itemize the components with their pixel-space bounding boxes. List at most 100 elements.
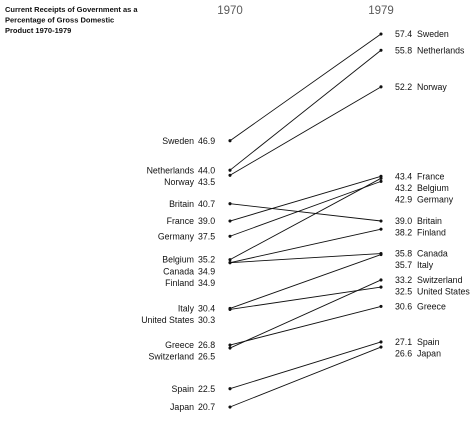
right-value-label-spain: 27.1 bbox=[395, 337, 412, 347]
slope-line-greece bbox=[229, 305, 382, 346]
left-country-label-france: France bbox=[167, 216, 194, 226]
slope-line-britain bbox=[229, 203, 382, 222]
slope-line-france bbox=[229, 175, 382, 222]
point-1970-japan bbox=[228, 405, 232, 409]
point-1979-united-states bbox=[379, 285, 383, 289]
right-value-label-japan: 26.6 bbox=[395, 349, 412, 359]
right-value-label-sweden: 57.4 bbox=[395, 29, 412, 39]
point-1970-belgium bbox=[228, 258, 232, 262]
slope-line-italy bbox=[229, 254, 382, 309]
point-1970-sweden bbox=[228, 139, 232, 143]
right-value-label-finland: 38.2 bbox=[395, 228, 412, 238]
point-1979-finland bbox=[379, 227, 383, 231]
right-value-label-netherlands: 55.8 bbox=[395, 45, 412, 55]
slope-line-norway bbox=[229, 86, 382, 176]
left-country-label-united-states: United States bbox=[141, 315, 194, 325]
right-country-label-netherlands: Netherlands bbox=[417, 45, 465, 55]
point-1970-norway bbox=[228, 173, 232, 177]
chart-title-line-2: Percentage of Gross Domestic bbox=[5, 16, 114, 25]
right-country-label-france: France bbox=[417, 171, 444, 181]
right-value-label-united-states: 32.5 bbox=[395, 287, 412, 297]
slope-lines bbox=[229, 33, 382, 408]
left-value-label-france: 39.0 bbox=[198, 216, 215, 226]
chart-title: Current Receipts of Government as a Perc… bbox=[5, 5, 138, 35]
left-country-label-sweden: Sweden bbox=[162, 136, 194, 146]
left-value-label-germany: 37.5 bbox=[198, 231, 215, 241]
right-value-label-greece: 30.6 bbox=[395, 301, 412, 311]
right-country-label-greece: Greece bbox=[417, 301, 446, 311]
point-1979-sweden bbox=[379, 32, 383, 36]
left-value-label-greece: 26.8 bbox=[198, 340, 215, 350]
slope-line-spain bbox=[229, 341, 382, 390]
left-country-label-finland: Finland bbox=[165, 278, 194, 288]
right-value-label-britain: 39.0 bbox=[395, 216, 412, 226]
slope-line-japan bbox=[229, 346, 382, 408]
x-label-1970: 1970 bbox=[217, 5, 243, 17]
left-country-label-netherlands: Netherlands bbox=[147, 165, 195, 175]
left-value-label-belgium: 35.2 bbox=[198, 255, 215, 265]
right-value-label-norway: 52.2 bbox=[395, 82, 412, 92]
point-1979-britain bbox=[379, 219, 383, 223]
point-1970-switzerland bbox=[228, 346, 232, 350]
slope-line-switzerland bbox=[229, 279, 382, 349]
slope-line-canada bbox=[229, 253, 382, 264]
right-value-label-switzerland: 33.2 bbox=[395, 275, 412, 285]
data-points bbox=[228, 32, 383, 409]
right-country-label-finland: Finland bbox=[417, 228, 446, 238]
point-1979-spain bbox=[379, 340, 383, 344]
right-value-label-belgium: 43.2 bbox=[395, 183, 412, 193]
right-country-label-united-states: United States bbox=[417, 287, 470, 297]
point-1970-britain bbox=[228, 202, 232, 206]
right-value-label-germany: 42.9 bbox=[395, 195, 412, 205]
right-country-label-belgium: Belgium bbox=[417, 183, 449, 193]
right-country-label-canada: Canada bbox=[417, 249, 448, 259]
slope-line-belgium bbox=[229, 177, 382, 261]
point-1970-finland bbox=[228, 261, 232, 265]
left-country-label-japan: Japan bbox=[170, 402, 194, 412]
left-country-label-britain: Britain bbox=[169, 199, 194, 209]
left-value-label-canada: 34.9 bbox=[198, 266, 215, 276]
point-1979-norway bbox=[379, 85, 383, 89]
left-value-label-italy: 30.4 bbox=[198, 304, 215, 314]
slope-line-sweden bbox=[229, 33, 382, 142]
left-country-label-italy: Italy bbox=[178, 304, 195, 314]
point-1979-greece bbox=[379, 304, 383, 308]
left-value-label-united-states: 30.3 bbox=[198, 315, 215, 325]
point-1979-germany bbox=[379, 179, 383, 183]
right-value-label-canada: 35.8 bbox=[395, 249, 412, 259]
right-country-label-norway: Norway bbox=[417, 82, 447, 92]
point-1970-spain bbox=[228, 387, 232, 391]
slope-line-netherlands bbox=[229, 49, 382, 171]
point-1979-belgium bbox=[379, 176, 383, 180]
left-value-label-britain: 40.7 bbox=[198, 199, 215, 209]
right-value-label-italy: 35.7 bbox=[395, 260, 412, 270]
point-1979-netherlands bbox=[379, 48, 383, 52]
left-value-label-netherlands: 44.0 bbox=[198, 165, 215, 175]
point-1979-switzerland bbox=[379, 278, 383, 282]
right-country-label-sweden: Sweden bbox=[417, 29, 449, 39]
right-country-label-germany: Germany bbox=[417, 195, 454, 205]
left-country-label-switzerland: Switzerland bbox=[149, 352, 195, 362]
right-country-label-japan: Japan bbox=[417, 349, 441, 359]
point-1970-germany bbox=[228, 234, 232, 238]
slope-line-finland bbox=[229, 228, 382, 264]
left-value-label-norway: 43.5 bbox=[198, 177, 215, 187]
left-value-label-spain: 22.5 bbox=[198, 384, 215, 394]
right-country-label-britain: Britain bbox=[417, 216, 442, 226]
chart-title-line-1: Current Receipts of Government as a bbox=[5, 5, 138, 14]
left-value-label-japan: 20.7 bbox=[198, 402, 215, 412]
point-1970-netherlands bbox=[228, 168, 232, 172]
left-country-label-norway: Norway bbox=[164, 177, 194, 187]
left-value-label-switzerland: 26.5 bbox=[198, 352, 215, 362]
left-country-label-canada: Canada bbox=[163, 266, 194, 276]
point-1979-japan bbox=[379, 345, 383, 349]
slope-line-germany bbox=[229, 180, 382, 237]
point-1970-greece bbox=[228, 343, 232, 347]
x-label-1979: 1979 bbox=[368, 5, 394, 17]
left-value-label-sweden: 46.9 bbox=[198, 136, 215, 146]
right-country-label-spain: Spain bbox=[417, 337, 440, 347]
right-value-label-france: 43.4 bbox=[395, 171, 412, 181]
left-value-label-finland: 34.9 bbox=[198, 278, 215, 288]
point-1979-italy bbox=[379, 252, 383, 257]
